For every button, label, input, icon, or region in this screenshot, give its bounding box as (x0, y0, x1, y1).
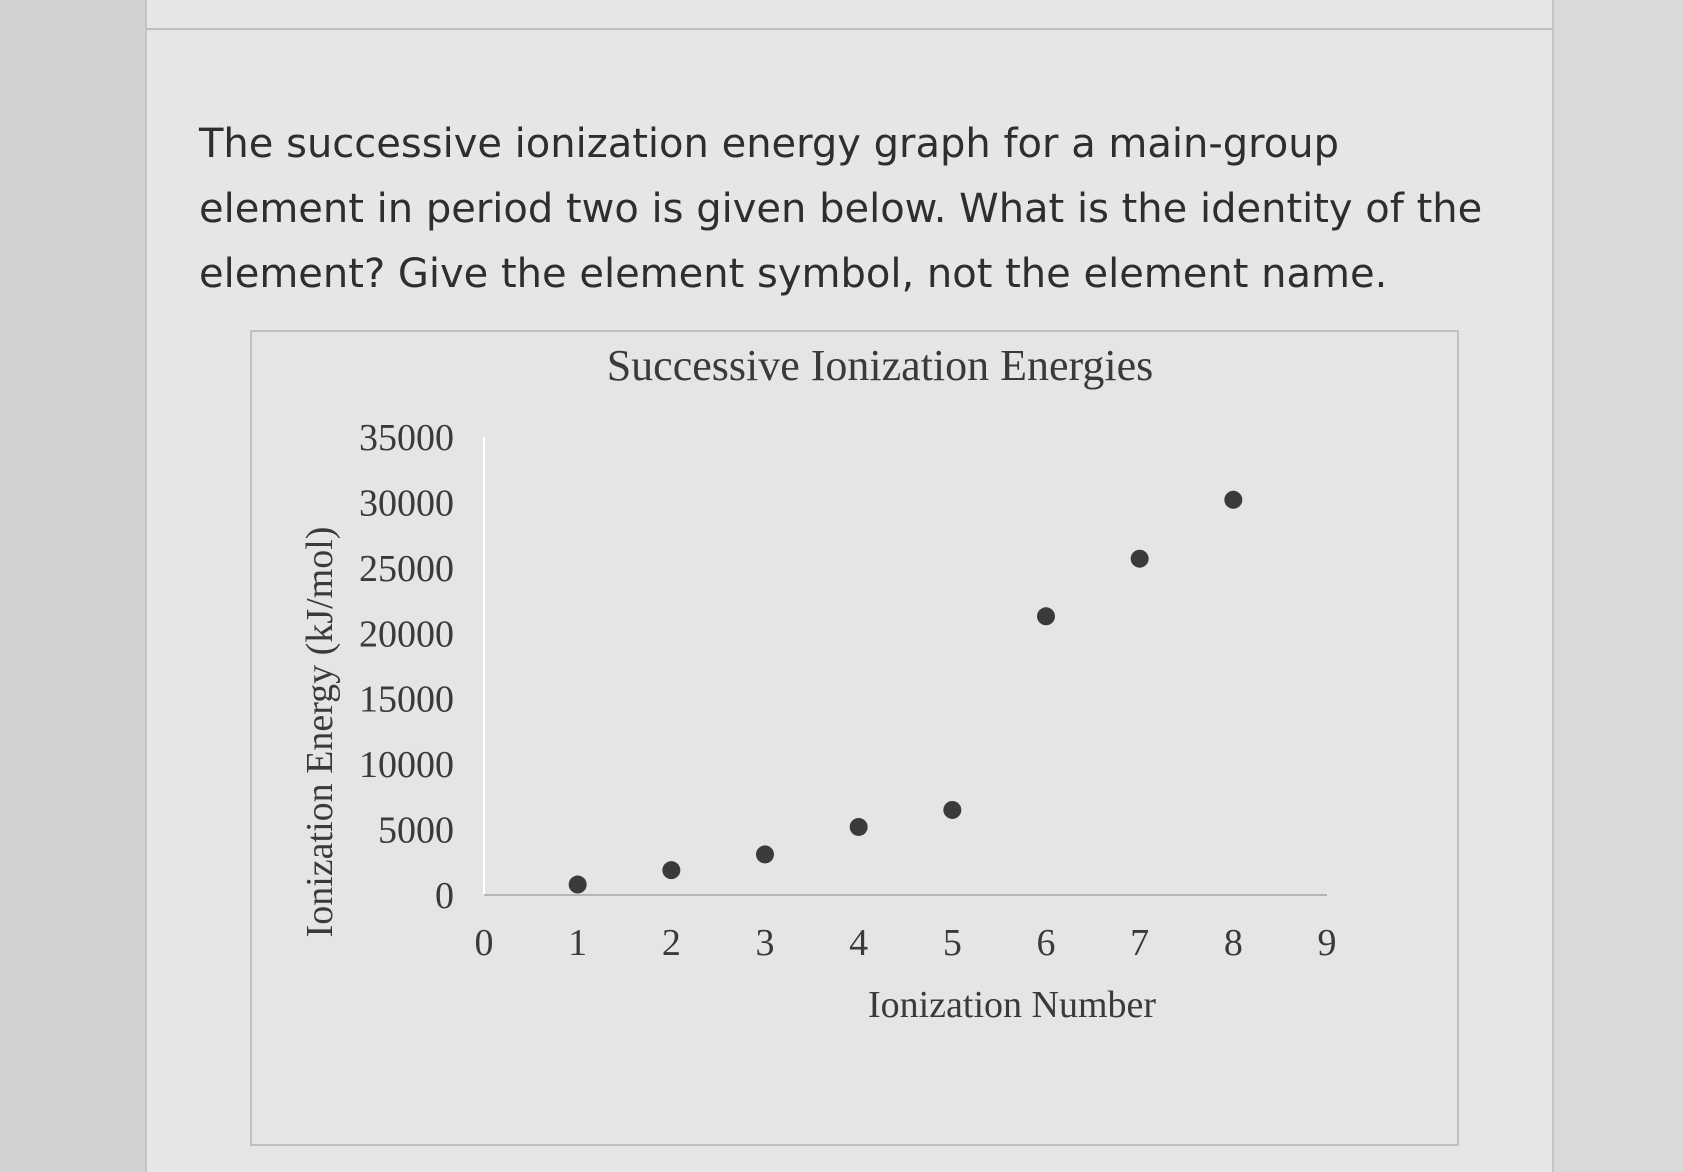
x-tick-label: 4 (849, 922, 868, 964)
y-tick-label: 0 (435, 875, 454, 917)
y-axis-label: Ionization Energy (kJ/mol) (299, 527, 341, 938)
data-point (849, 817, 868, 836)
x-tick-labels: 0 1 2 3 4 5 6 7 8 9 (475, 922, 1337, 964)
y-tick-label: 10000 (359, 744, 454, 786)
x-tick-label: 5 (943, 922, 962, 964)
data-point (1037, 607, 1055, 626)
x-tick-label: 1 (568, 922, 587, 964)
data-point (1130, 549, 1149, 568)
background-left-strip (0, 0, 145, 1172)
x-tick-label: 9 (1318, 922, 1337, 964)
y-tick-label: 25000 (359, 548, 454, 590)
chart-title: Successive Ionization Energies (607, 341, 1154, 390)
chart-svg: Successive Ionization Energies 350003000… (299, 341, 1337, 1026)
y-tick-label: 20000 (359, 613, 454, 655)
data-points (568, 490, 1243, 894)
data-point (662, 861, 681, 880)
y-tick-label: 5000 (378, 810, 454, 852)
x-tick-label: 3 (756, 922, 775, 964)
y-tick-label: 15000 (359, 679, 454, 721)
x-tick-label: 8 (1224, 922, 1243, 964)
data-point (568, 875, 587, 894)
y-tick-labels: 35000 30000 25000 20000 15000 10000 5000 0 (359, 417, 454, 917)
x-tick-label: 6 (1037, 922, 1056, 964)
x-axis-label: Ionization Number (868, 984, 1156, 1026)
x-tick-label: 2 (662, 922, 681, 964)
data-point (1224, 490, 1243, 509)
y-tick-label: 35000 (359, 417, 454, 459)
ionization-chart: Successive Ionization Energies 35000 3000… (250, 330, 1459, 1146)
x-tick-label: 0 (475, 922, 494, 964)
question-text: The successive ionization energy graph f… (199, 121, 1483, 297)
data-point (943, 800, 962, 819)
y-tick-label: 30000 (359, 482, 454, 524)
data-point (756, 845, 774, 864)
question-page: The successive ionization energy graph f… (145, 0, 1554, 1172)
x-tick-label: 7 (1130, 922, 1149, 964)
divider (147, 28, 1552, 30)
